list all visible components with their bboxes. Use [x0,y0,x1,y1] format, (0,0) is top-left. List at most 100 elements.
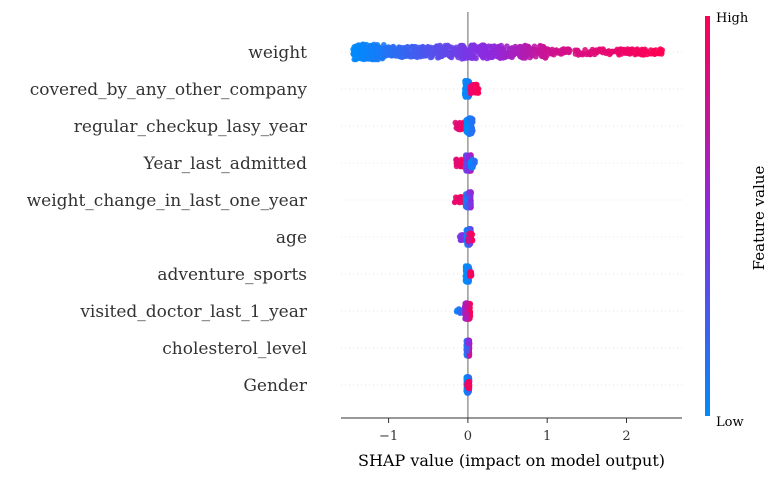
feature-label: age [276,228,307,248]
shap-point [398,45,405,51]
shap-point [468,189,474,196]
shap-point [439,49,446,56]
shap-point [467,117,474,124]
shap-point [435,52,441,59]
shap-point [476,51,483,57]
shap-point [387,50,393,57]
shap-point [471,157,478,164]
colorbar: High Low Feature value [705,11,768,430]
shap-point [455,126,461,132]
shap-point [657,46,664,53]
shap-point [466,201,473,208]
shap-point [467,270,473,277]
shap-point [360,41,367,48]
shap-point [465,382,472,389]
shap-point [464,301,471,308]
shap-point [423,52,429,59]
x-tick-label: 2 [622,429,630,444]
shap-point [631,48,638,55]
shap-point [582,47,588,53]
shap-point [454,46,461,53]
shap-point [468,42,475,49]
shap-point [468,130,475,136]
shap-point [465,236,471,243]
shap-point [371,43,377,50]
shap-point [385,45,392,51]
shap-point [464,47,471,54]
shap-point [473,55,479,62]
shap-point [509,52,516,59]
shap-point [458,158,465,164]
shap-point [464,348,471,354]
shap-point [481,53,488,59]
colorbar-low-label: Low [716,415,744,430]
shap-point [464,125,470,132]
shap-point [636,48,642,55]
shap-point [598,47,605,54]
colorbar-title: Feature value [750,166,768,271]
x-tick-label: 0 [464,429,472,444]
feature-label: regular_checkup_lasy_year [74,117,308,137]
shap-point [412,48,419,54]
shap-point [416,52,423,59]
shap-point [453,156,459,163]
shap-point [448,44,455,51]
shap-point [353,56,359,63]
shap-point [403,53,410,59]
x-axis-title: SHAP value (impact on model output) [358,451,665,470]
x-axis: −1 0 1 2 SHAP value (impact on model output… [341,417,682,470]
shap-point [462,196,469,202]
shap-point [469,231,476,238]
shap-point [532,46,539,53]
shap-point [658,50,665,57]
shap-point [463,310,470,317]
shap-point [486,50,492,57]
shap-point [434,43,441,50]
feature-label: Year_last_admitted [143,154,307,174]
shap-point [467,54,474,61]
feature-label: cholesterol_level [162,339,307,359]
shap-point [522,55,529,61]
shap-point [418,46,424,52]
shap-point [574,47,580,54]
shap-point [404,48,411,54]
shap-point [372,54,379,60]
colorbar-gradient [705,16,710,416]
shap-point [489,44,496,51]
shap-point [481,46,487,52]
shap-point [648,47,654,54]
shap-point [366,49,373,55]
shap-point [457,308,463,315]
shap-point [605,48,612,54]
shap-point [458,233,465,240]
shap-point [465,337,471,344]
x-tick-label: 1 [543,429,551,444]
shap-point [358,53,364,60]
feature-label: Gender [243,376,308,396]
shap-point [532,53,539,60]
feature-label: visited_doctor_last_1_year [79,302,308,322]
shap-point [587,51,593,58]
shap-point [371,49,377,55]
shap-point [544,46,551,53]
shap-point [504,43,510,50]
shap-point [537,42,544,49]
shap-point [445,51,451,58]
shap-point [454,195,461,202]
shap-point [442,44,449,51]
shap-point [564,47,571,54]
colorbar-high-label: High [716,11,749,26]
shap-point [456,52,463,59]
shap-point [522,42,529,49]
shap-point [502,54,508,61]
shap-point [616,48,623,55]
shap-point [541,51,547,58]
shap-point [351,51,357,58]
x-tick-label: −1 [379,429,398,444]
row-grid-lines [341,51,682,386]
shap-point [500,48,507,54]
shap-point [493,50,500,56]
feature-label: covered_by_any_other_company [30,80,308,100]
shap-point [556,49,563,55]
